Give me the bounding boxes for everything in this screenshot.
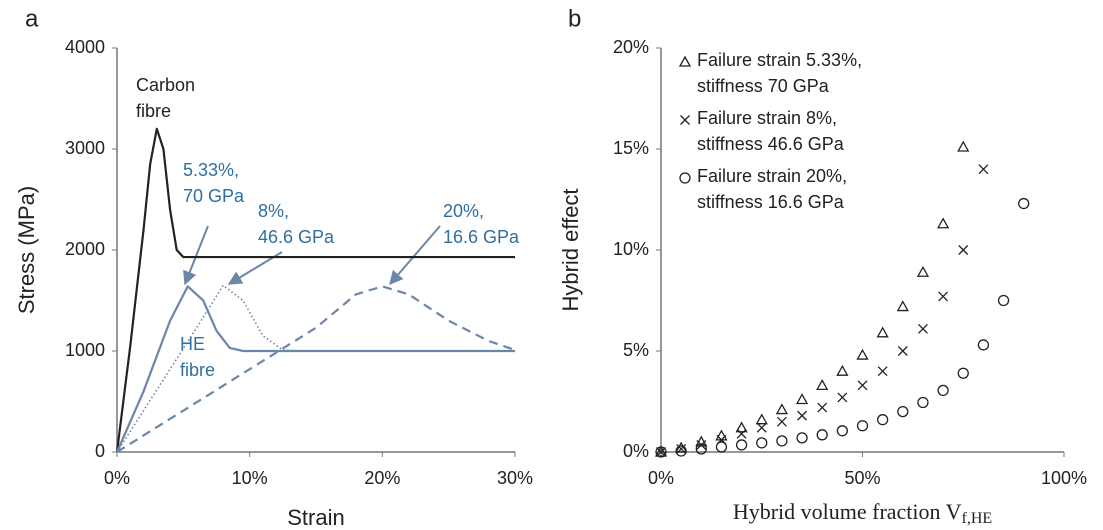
marker xyxy=(816,429,828,441)
marker xyxy=(816,379,829,390)
marker xyxy=(775,403,789,415)
marker xyxy=(715,429,728,441)
marker xyxy=(656,447,666,457)
marker xyxy=(897,405,909,418)
legend-entry: Failure strain 8%, stiffness 46.6 GPa xyxy=(697,108,844,154)
y-tick-label: 20% xyxy=(613,37,649,57)
legend-entry: Failure strain 5.33%, stiffness 70 GPa xyxy=(697,50,863,96)
y-axis-label: Hybrid effect xyxy=(558,188,583,311)
x-tick-label: 100% xyxy=(1041,468,1087,488)
y-axis-label: Stress (MPa) xyxy=(14,186,39,314)
y-tick-label: 5% xyxy=(623,340,649,360)
marker xyxy=(897,346,908,356)
legend-entry: Failure strain 20%, stiffness 16.6 GPa xyxy=(697,166,848,212)
x-axis-label: Hybrid volume fraction Vf,HE xyxy=(733,499,992,527)
marker xyxy=(916,265,930,277)
legend-symbol xyxy=(678,55,692,67)
marker xyxy=(856,348,869,360)
marker xyxy=(676,444,687,454)
marker xyxy=(675,445,687,457)
x-tick-label: 0% xyxy=(648,468,674,488)
marker xyxy=(877,414,889,426)
x-tick-label: 50% xyxy=(844,468,880,488)
marker xyxy=(957,367,969,379)
marker xyxy=(679,172,691,184)
arrow xyxy=(183,225,209,286)
x-tick-label: 20% xyxy=(364,468,400,488)
y-tick-label: 3000 xyxy=(65,138,105,158)
y-tick-label: 15% xyxy=(613,138,649,158)
arrow xyxy=(389,225,441,286)
annotation: Carbon fibre xyxy=(136,75,196,121)
marker xyxy=(695,435,708,447)
panel-label: a xyxy=(25,5,39,32)
marker xyxy=(678,55,692,67)
marker xyxy=(655,446,667,458)
line xyxy=(115,285,515,453)
marker xyxy=(735,421,748,433)
marker xyxy=(715,441,728,453)
marker xyxy=(1018,197,1030,210)
marker xyxy=(756,437,768,449)
annotation: 5.33%, 70 GPa xyxy=(183,160,245,206)
marker xyxy=(936,217,950,229)
annotation: 8%, 46.6 GPa xyxy=(258,201,335,247)
marker xyxy=(857,380,868,391)
marker xyxy=(776,416,787,427)
marker xyxy=(776,435,788,447)
marker xyxy=(977,339,990,351)
line xyxy=(116,285,516,453)
marker xyxy=(756,422,767,433)
marker xyxy=(937,384,949,397)
y-tick-label: 2000 xyxy=(65,239,105,259)
legend-symbol xyxy=(680,115,690,125)
marker xyxy=(957,140,970,152)
marker xyxy=(917,396,929,409)
marker xyxy=(917,323,928,334)
marker xyxy=(654,445,668,457)
marker xyxy=(938,291,949,302)
x-axis-label-sub: f,HE xyxy=(962,510,993,527)
legend-symbol xyxy=(679,172,691,184)
panel-label: b xyxy=(568,5,581,32)
y-tick-label: 10% xyxy=(613,239,649,259)
x-tick-label: 0% xyxy=(104,468,130,488)
marker xyxy=(836,425,848,437)
marker xyxy=(958,245,969,255)
y-tick-label: 4000 xyxy=(65,37,105,57)
x-tick-label: 30% xyxy=(497,468,533,488)
marker xyxy=(856,420,869,432)
y-tick-label: 0% xyxy=(623,441,649,461)
y-tick-label: 1000 xyxy=(65,340,105,360)
marker xyxy=(675,441,688,453)
annotation: HE fibre xyxy=(180,334,216,380)
marker xyxy=(876,326,889,338)
marker xyxy=(836,364,849,376)
marker xyxy=(696,439,707,450)
marker xyxy=(735,439,748,451)
annotation: 20%, 16.6 GPa xyxy=(443,201,520,247)
marker xyxy=(695,443,707,455)
x-axis-label: Strain xyxy=(287,505,344,530)
y-tick-label: 0 xyxy=(95,441,105,461)
marker xyxy=(797,410,808,421)
marker xyxy=(680,115,690,125)
marker xyxy=(837,392,848,403)
marker xyxy=(978,164,989,175)
x-tick-label: 10% xyxy=(232,468,268,488)
marker xyxy=(896,300,909,312)
line xyxy=(115,127,515,453)
marker xyxy=(997,294,1010,307)
marker xyxy=(796,432,808,444)
marker xyxy=(817,402,828,413)
x-axis-label-main: Hybrid volume fraction V xyxy=(733,499,962,524)
marker xyxy=(795,393,809,405)
marker xyxy=(755,413,768,425)
marker xyxy=(736,428,747,439)
marker xyxy=(877,366,888,377)
